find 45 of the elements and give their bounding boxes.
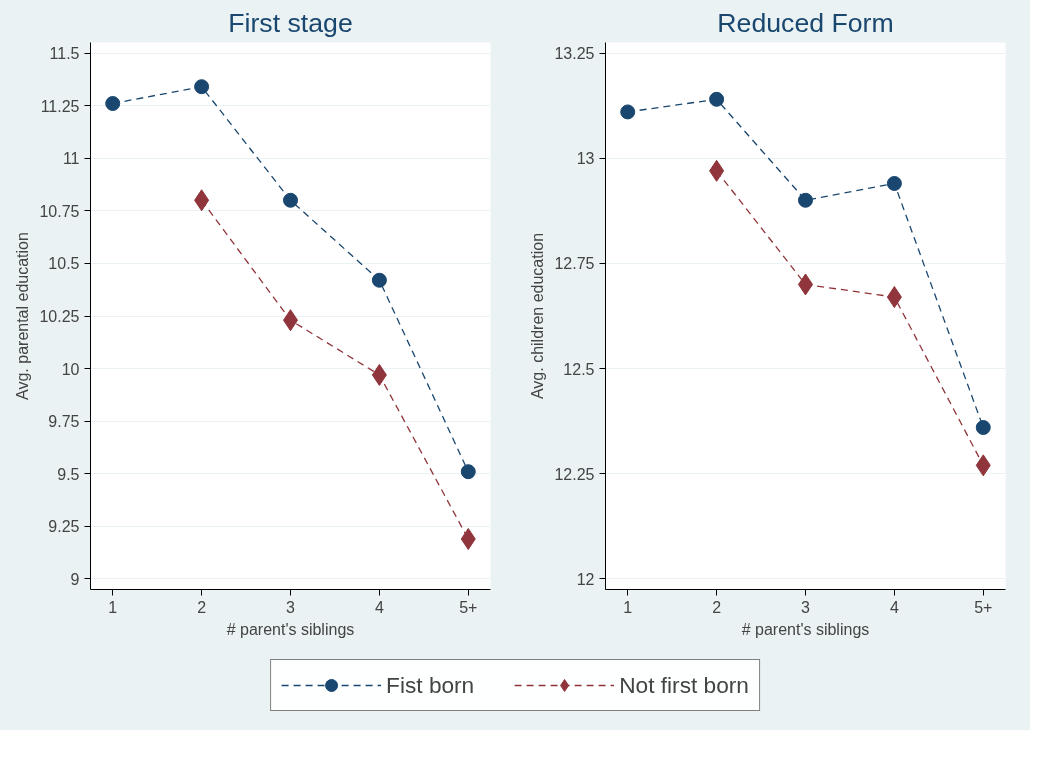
y-tick-label: 10 [61, 360, 80, 378]
x-tick-label: 2 [712, 598, 722, 616]
point [798, 192, 813, 208]
point [886, 175, 902, 191]
point [105, 96, 121, 111]
point [194, 79, 210, 95]
y-axis-title: Avg. children education [529, 232, 547, 400]
y-tick-label: 12.25 [554, 465, 595, 483]
point [709, 91, 725, 107]
point [975, 420, 991, 435]
y-tick-label: 13.25 [554, 45, 595, 63]
x-tick-label: 4 [374, 598, 384, 616]
y-tick-label: 13 [576, 150, 595, 168]
legend-label: Not first born [619, 671, 749, 699]
x-tick-label: 5+ [974, 598, 993, 616]
x-tick-label: 1 [108, 598, 118, 616]
point [371, 272, 387, 288]
y-tick-label: 10.75 [39, 202, 80, 220]
x-tick-label: 5+ [459, 598, 478, 616]
y-tick-label: 9 [70, 570, 80, 588]
x-tick-label: 3 [801, 598, 811, 616]
y-tick-label: 12.5 [563, 360, 595, 378]
y-tick-label: 11.25 [40, 97, 80, 115]
y-tick-label: 11 [62, 150, 80, 168]
y-tick-label: 11.5 [49, 45, 80, 63]
y-tick-label: 9.25 [48, 518, 80, 536]
x-tick-label: 3 [286, 598, 296, 616]
y-tick-label: 12.75 [554, 255, 595, 273]
point [283, 192, 298, 208]
y-axis-title: Avg. parental education [14, 232, 32, 400]
x-axis-title: # parent's siblings [741, 620, 870, 638]
y-tick-label: 9.75 [48, 413, 80, 431]
point [460, 464, 476, 480]
legend-label: Fist born [386, 671, 475, 699]
y-tick-label: 9.5 [57, 465, 80, 483]
x-tick-label: 2 [197, 598, 207, 616]
chart-title: First stage [228, 7, 353, 38]
y-tick-label: 10.5 [48, 255, 80, 273]
y-tick-label: 12 [576, 570, 595, 588]
chart-title: Reduced Form [717, 7, 894, 38]
x-tick-label: 4 [889, 598, 899, 616]
x-axis-title: # parent's siblings [226, 620, 355, 638]
y-tick-label: 10.25 [39, 308, 80, 325]
x-tick-label: 1 [623, 598, 633, 616]
point [620, 104, 636, 120]
